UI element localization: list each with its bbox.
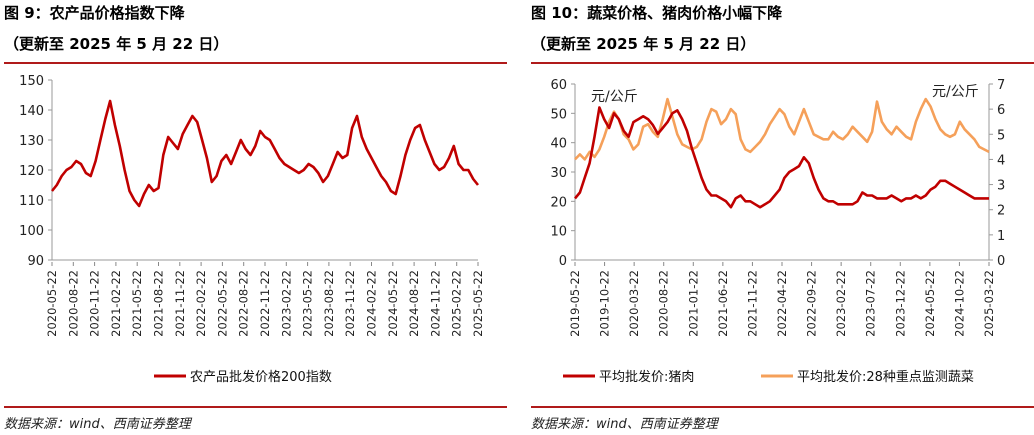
figure-9-top-divider bbox=[4, 62, 507, 64]
figure-9-chart: 150 140 130 120 110 100 90 2020-05-22 2020-08-2… bbox=[19, 74, 485, 385]
figure-10-panel: 图 10：蔬菜价格、猪肉价格小幅下降 （更新至 2025 年 5 月 22 日）… bbox=[531, 0, 1034, 435]
figure-10-title: 图 10：蔬菜价格、猪肉价格小幅下降 bbox=[531, 4, 783, 22]
figure-10-series bbox=[573, 97, 990, 209]
x-tick-label: 2023-05-22 bbox=[301, 270, 315, 337]
x-tick-label: 2020-03-22 bbox=[627, 270, 641, 337]
y-tick-label: 150 bbox=[19, 74, 44, 89]
figure-10-legend: 平均批发价:猪肉 平均批发价:28种重点监测蔬菜 bbox=[563, 369, 974, 385]
x-tick-label: 2024-05-22 bbox=[386, 270, 400, 337]
left-y-tick-label: 40 bbox=[550, 137, 567, 152]
legend-label-agri-index: 农产品批发价格200指数 bbox=[190, 369, 332, 385]
figure-9-legend: 农产品批发价格200指数 bbox=[154, 369, 332, 385]
x-tick-label: 2023-08-22 bbox=[322, 270, 336, 337]
x-tick-label: 2025-05-22 bbox=[471, 270, 485, 337]
unit-label-right: 元/公斤 bbox=[932, 84, 979, 100]
y-tick-label: 120 bbox=[19, 164, 44, 179]
y-tick-label: 140 bbox=[19, 104, 44, 119]
x-tick-label: 2025-03-22 bbox=[982, 270, 996, 337]
left-y-tick-label: 20 bbox=[550, 195, 567, 210]
figure-9-y-tick-labels: 150 140 130 120 110 100 90 bbox=[19, 74, 52, 269]
y-tick-label: 100 bbox=[19, 224, 44, 239]
x-tick-label: 2024-08-22 bbox=[407, 270, 421, 337]
right-y-tick-label: 6 bbox=[997, 103, 1005, 118]
x-tick-label: 2021-02-22 bbox=[109, 270, 123, 337]
x-tick-label: 2023-11-22 bbox=[343, 270, 357, 337]
x-tick-label: 2019-05-22 bbox=[568, 270, 582, 337]
legend-label-pork: 平均批发价:猪肉 bbox=[599, 369, 694, 385]
x-tick-label: 2022-05-22 bbox=[215, 270, 229, 337]
left-y-tick-label: 0 bbox=[559, 254, 567, 269]
right-y-tick-label: 3 bbox=[997, 179, 1005, 194]
left-y-tick-label: 60 bbox=[550, 78, 567, 93]
x-tick-label: 2023-12-22 bbox=[893, 270, 907, 337]
x-tick-label: 2024-11-22 bbox=[428, 270, 442, 337]
x-tick-label: 2024-02-22 bbox=[365, 270, 379, 337]
x-tick-label: 2023-07-22 bbox=[864, 270, 878, 337]
left-y-tick-label: 50 bbox=[550, 107, 567, 122]
x-tick-label: 2025-02-22 bbox=[450, 270, 464, 337]
y-tick-label: 130 bbox=[19, 134, 44, 149]
unit-label-left: 元/公斤 bbox=[591, 89, 638, 105]
x-tick-label: 2021-01-22 bbox=[686, 270, 700, 337]
figure-9-x-tick-labels: 2020-05-22 2020-08-22 2020-11-22 2021-02-22… bbox=[45, 262, 485, 337]
x-tick-label: 2019-10-22 bbox=[598, 270, 612, 337]
left-y-tick-label: 10 bbox=[550, 225, 567, 240]
right-y-tick-label: 1 bbox=[997, 229, 1005, 244]
figure-9-panel: 图 9：农产品价格指数下降 （更新至 2025 年 5 月 22 日） 150 1… bbox=[4, 0, 507, 435]
left-y-tick-label: 30 bbox=[550, 166, 567, 181]
series-line-pork bbox=[573, 106, 989, 209]
x-tick-label: 2022-11-22 bbox=[258, 270, 272, 337]
right-y-tick-label: 0 bbox=[997, 254, 1005, 269]
series-line-vegetables bbox=[574, 97, 990, 161]
x-tick-label: 2021-08-22 bbox=[152, 270, 166, 337]
x-tick-label: 2022-02-22 bbox=[194, 270, 208, 337]
right-y-tick-label: 4 bbox=[997, 153, 1005, 168]
figure-9-axes bbox=[51, 80, 478, 261]
x-tick-label: 2021-11-22 bbox=[173, 270, 187, 337]
x-tick-label: 2022-04-22 bbox=[775, 270, 789, 337]
figure-9-source: 数据来源：wind、西南证券整理 bbox=[4, 417, 191, 432]
figure-10-bottom-divider bbox=[531, 406, 1034, 408]
x-tick-label: 2020-05-22 bbox=[45, 270, 59, 337]
figure-10-right-y-tick-labels: 7 6 5 4 3 2 1 0 bbox=[989, 78, 1005, 269]
figure-10-top-divider bbox=[531, 62, 1034, 64]
x-tick-label: 2023-02-22 bbox=[834, 270, 848, 337]
y-tick-label: 90 bbox=[27, 254, 44, 269]
legend-label-vegetables: 平均批发价:28种重点监测蔬菜 bbox=[797, 369, 974, 385]
x-tick-label: 2020-08-22 bbox=[66, 270, 80, 337]
right-y-tick-label: 7 bbox=[997, 78, 1005, 93]
x-tick-label: 2024-05-22 bbox=[923, 270, 937, 337]
figure-9-series bbox=[50, 99, 480, 208]
x-tick-label: 2022-09-22 bbox=[805, 270, 819, 337]
x-tick-label: 2021-05-22 bbox=[130, 270, 144, 337]
y-tick-label: 110 bbox=[19, 194, 44, 209]
figure-10-left-y-tick-labels: 60 50 40 30 20 10 0 bbox=[550, 78, 575, 269]
figure-10-x-tick-labels: 2019-05-22 2019-10-22 2020-03-22 2020-08-22… bbox=[568, 262, 996, 337]
series-line-agri-index bbox=[50, 99, 480, 208]
figure-10-source: 数据来源：wind、西南证券整理 bbox=[531, 417, 718, 432]
x-tick-label: 2024-10-22 bbox=[952, 270, 966, 337]
x-tick-label: 2023-02-22 bbox=[279, 270, 293, 337]
figure-9-bottom-divider bbox=[4, 406, 507, 408]
figure-10-subtitle: （更新至 2025 年 5 月 22 日） bbox=[531, 35, 756, 53]
x-tick-label: 2020-11-22 bbox=[88, 270, 102, 337]
x-tick-label: 2021-11-22 bbox=[745, 270, 759, 337]
x-tick-label: 2020-08-22 bbox=[657, 270, 671, 337]
x-tick-label: 2022-08-22 bbox=[237, 270, 251, 337]
right-y-tick-label: 5 bbox=[997, 128, 1005, 143]
figure-9-subtitle: （更新至 2025 年 5 月 22 日） bbox=[4, 35, 229, 53]
x-tick-label: 2021-06-22 bbox=[716, 270, 730, 337]
figure-9-title: 图 9：农产品价格指数下降 bbox=[4, 4, 185, 22]
right-y-tick-label: 2 bbox=[997, 204, 1005, 219]
